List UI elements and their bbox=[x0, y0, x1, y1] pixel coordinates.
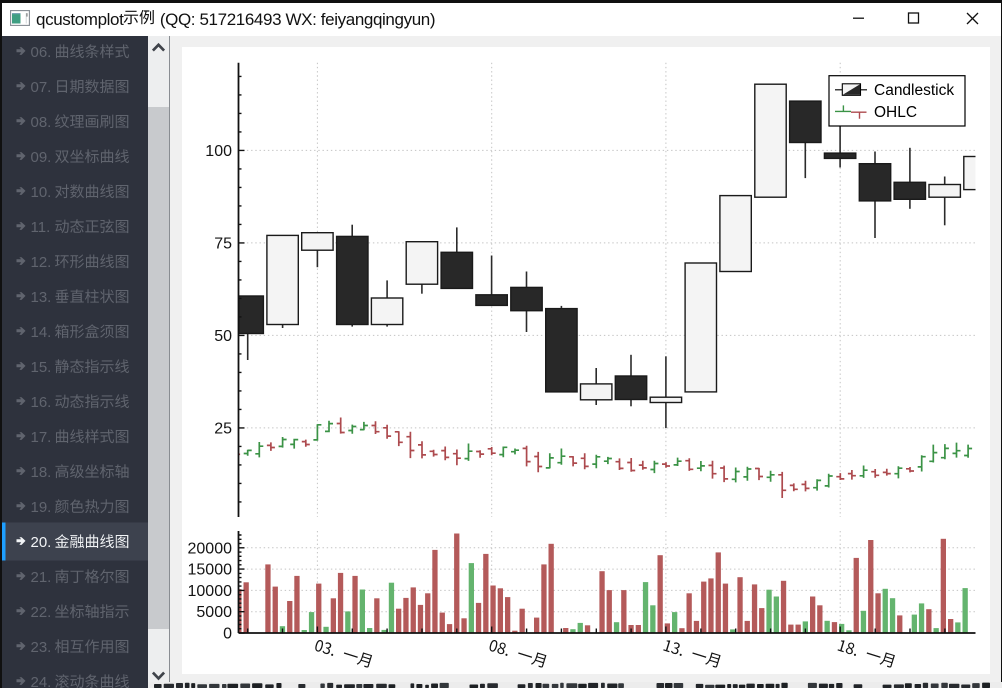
svg-text:06.: 06. bbox=[30, 44, 51, 61]
svg-text:23.: 23. bbox=[30, 639, 51, 656]
svg-text:10.: 10. bbox=[30, 184, 51, 201]
svg-text:15000: 15000 bbox=[188, 562, 233, 579]
svg-text:17.: 17. bbox=[30, 429, 51, 446]
svg-text:10000: 10000 bbox=[188, 583, 233, 600]
svg-text:5000: 5000 bbox=[196, 604, 232, 621]
svg-text:21.: 21. bbox=[30, 569, 51, 586]
svg-text:16.: 16. bbox=[30, 394, 51, 411]
svg-text:0: 0 bbox=[223, 626, 232, 643]
svg-text:25: 25 bbox=[214, 420, 232, 437]
svg-text:22.: 22. bbox=[30, 604, 51, 621]
svg-text:18.: 18. bbox=[30, 464, 51, 481]
svg-text:09.: 09. bbox=[30, 149, 51, 166]
svg-text:OHLC: OHLC bbox=[874, 104, 917, 121]
svg-text:75: 75 bbox=[214, 235, 232, 252]
svg-text:100: 100 bbox=[205, 143, 232, 160]
svg-text:14.: 14. bbox=[30, 324, 51, 341]
svg-text:11.: 11. bbox=[30, 219, 50, 236]
svg-text:15.: 15. bbox=[30, 359, 51, 376]
svg-text:Candlestick: Candlestick bbox=[874, 82, 954, 99]
svg-text:24.: 24. bbox=[30, 674, 51, 688]
svg-text:07.: 07. bbox=[30, 79, 51, 96]
svg-text:12.: 12. bbox=[30, 254, 51, 271]
svg-text:13.: 13. bbox=[30, 289, 51, 306]
svg-text:20.: 20. bbox=[30, 534, 51, 551]
svg-text:08.: 08. bbox=[30, 114, 51, 131]
svg-text:50: 50 bbox=[214, 328, 232, 345]
svg-text:20000: 20000 bbox=[188, 540, 233, 557]
svg-text:19.: 19. bbox=[30, 499, 51, 516]
